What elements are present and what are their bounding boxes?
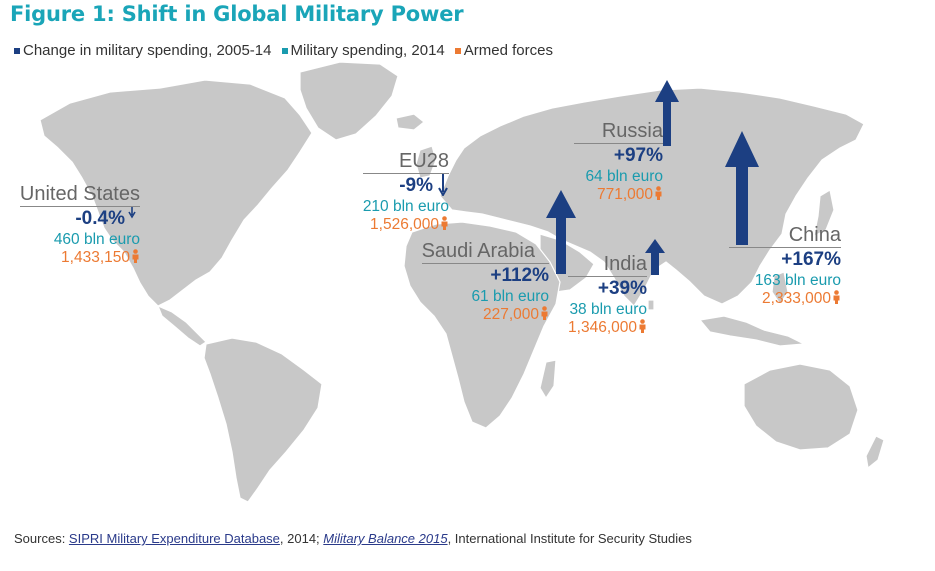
change-value: -9% — [399, 175, 433, 196]
country-eu28: EU28 -9% 210 bln euro 1,526,000 — [362, 150, 449, 234]
country-name: China — [728, 224, 841, 248]
legend: Change in military spending, 2005-14 Mil… — [14, 42, 553, 59]
country-china: China +167% 163 bln euro 2,333,000 — [728, 224, 841, 308]
central-america-landmass — [157, 305, 207, 347]
military-spending: 64 bln euro — [585, 168, 663, 185]
forces-value: 227,000 — [482, 306, 539, 323]
arrow-down-icon — [438, 174, 448, 198]
armed-forces: 2,333,000 — [729, 290, 841, 308]
change-value: -0.4% — [75, 208, 125, 229]
military-balance-title: Military Balance 2015 — [323, 531, 448, 546]
legend-label: Armed forces — [463, 42, 553, 59]
military-spending: 61 bln euro — [471, 288, 549, 305]
sources-mid: , 2014; — [279, 531, 324, 546]
saudi-arabia-increase-arrow-icon — [546, 190, 576, 274]
sri-lanka-landmass — [647, 299, 655, 311]
north-america-landmass — [39, 79, 313, 307]
legend-swatch-teal — [281, 47, 288, 54]
legend-item-forces: Armed forces — [454, 42, 553, 59]
arrow-down-icon — [128, 207, 136, 219]
country-russia: Russia +97% 64 bln euro 771,000 — [573, 120, 663, 204]
spending-change: +167% — [781, 249, 841, 270]
uk-landmass — [415, 145, 437, 179]
armed-forces: 1,526,000 — [363, 216, 449, 234]
philippines-landmass — [771, 271, 789, 305]
africa-landmass — [403, 221, 561, 429]
japan-landmass — [813, 189, 835, 237]
china-increase-arrow-icon — [725, 131, 759, 245]
indonesia-landmass — [699, 315, 805, 347]
country-name: Russia — [573, 120, 663, 144]
greenland-landmass — [299, 61, 399, 141]
person-icon — [639, 319, 646, 333]
spending-change: -0.4% — [20, 207, 137, 231]
country-india: India +39% 38 bln euro 1,346,000 — [568, 253, 647, 337]
legend-label: Military spending, 2014 — [290, 42, 445, 59]
forces-value: 1,346,000 — [568, 319, 637, 336]
military-spending: 163 bln euro — [754, 272, 841, 289]
armed-forces: 1,346,000 — [568, 319, 647, 337]
russia-increase-arrow-icon — [655, 80, 679, 146]
australia-landmass — [743, 363, 859, 451]
military-spending: 460 bln euro — [53, 231, 140, 248]
south-america-landmass — [203, 337, 323, 503]
country-name: EU28 — [362, 150, 449, 174]
country-united-states: United States -0.4% 460 bln euro 1,433,1… — [19, 183, 140, 267]
military-spending: 210 bln euro — [362, 198, 449, 215]
armed-forces: 771,000 — [574, 186, 663, 204]
legend-item-change: Change in military spending, 2005-14 — [14, 42, 272, 59]
military-balance-link[interactable]: Military Balance 2015 — [323, 531, 447, 546]
forces-value: 1,526,000 — [370, 216, 439, 233]
madagascar-landmass — [539, 359, 557, 399]
country-name: Saudi Arabia — [421, 240, 549, 264]
legend-swatch-navy — [14, 47, 20, 54]
new-zealand-landmass — [865, 435, 885, 469]
military-spending: 38 bln euro — [569, 301, 647, 318]
forces-value: 2,333,000 — [762, 290, 831, 307]
person-icon — [833, 290, 840, 304]
figure-title: Figure 1: Shift in Global Military Power — [10, 2, 464, 26]
sipri-link[interactable]: SIPRI Military Expenditure Database — [68, 531, 280, 546]
forces-value: 1,433,150 — [61, 249, 130, 266]
forces-value: 771,000 — [596, 186, 653, 203]
spending-change: -9% — [363, 174, 449, 198]
person-icon — [655, 186, 662, 200]
legend-item-spending: Military spending, 2014 — [281, 42, 445, 59]
legend-label: Change in military spending, 2005-14 — [23, 42, 272, 59]
spending-change: +39% — [597, 278, 647, 299]
spending-change: +112% — [490, 265, 549, 286]
sources-suffix: , International Institute for Security S… — [447, 531, 692, 546]
armed-forces: 227,000 — [422, 306, 549, 324]
spending-change: +97% — [613, 145, 663, 166]
sources-prefix: Sources: — [14, 531, 69, 546]
person-icon — [441, 216, 448, 230]
person-icon — [541, 306, 548, 320]
iceland-landmass — [395, 113, 425, 131]
country-saudi-arabia: Saudi Arabia +112% 61 bln euro 227,000 — [421, 240, 549, 324]
person-icon — [132, 249, 139, 263]
country-name: India — [568, 253, 647, 277]
india-increase-arrow-icon — [645, 239, 665, 275]
armed-forces: 1,433,150 — [20, 249, 140, 267]
legend-swatch-orange — [454, 47, 461, 54]
country-name: United States — [19, 183, 140, 207]
sources-note: Sources: SIPRI Military Expenditure Data… — [14, 531, 692, 546]
